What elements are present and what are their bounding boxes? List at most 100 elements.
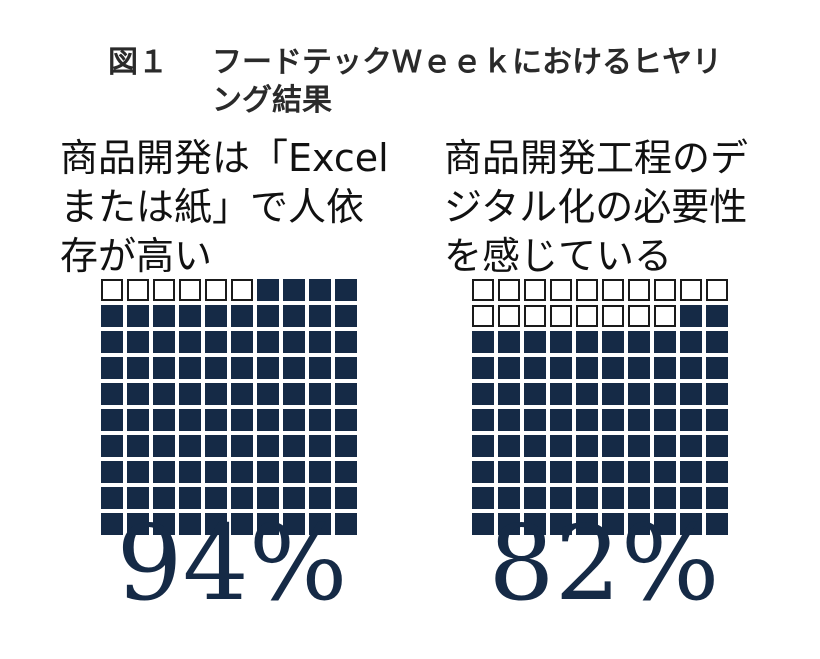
waffle-cell-filled (153, 331, 175, 353)
waffle-cell-filled (231, 331, 253, 353)
waffle-cell-filled (283, 383, 305, 405)
waffle-cell-filled (524, 331, 546, 353)
waffle-cell-filled (706, 513, 728, 535)
waffle-cell-filled (680, 435, 702, 457)
waffle-cell-filled (231, 409, 253, 431)
waffle-cell-filled (706, 461, 728, 483)
waffle-cell-filled (335, 461, 357, 483)
waffle-cell-filled (127, 513, 149, 535)
waffle-cell-filled (179, 331, 201, 353)
waffle-cell-filled (472, 487, 494, 509)
waffle-cell-filled (309, 357, 331, 379)
waffle-cell-filled (576, 409, 598, 431)
waffle-cell-filled (205, 331, 227, 353)
waffle-cell-filled (283, 305, 305, 327)
waffle-cell-filled (706, 409, 728, 431)
waffle-cell-filled (498, 357, 520, 379)
waffle-cell-filled (309, 487, 331, 509)
waffle-cell-empty (127, 279, 149, 301)
waffle-cell-filled (498, 383, 520, 405)
waffle-cell-empty (706, 279, 728, 301)
waffle-cell-filled (127, 305, 149, 327)
waffle-cell-filled (205, 513, 227, 535)
waffle-cell-filled (283, 487, 305, 509)
waffle-cell-filled (153, 461, 175, 483)
waffle-cell-filled (472, 331, 494, 353)
waffle-cell-filled (628, 461, 650, 483)
waffle-cell-filled (628, 383, 650, 405)
waffle-cell-filled (309, 383, 331, 405)
waffle-cell-filled (680, 357, 702, 379)
waffle-cell-filled (524, 461, 546, 483)
waffle-cell-filled (179, 383, 201, 405)
waffle-cell-empty (472, 279, 494, 301)
waffle-cell-filled (576, 357, 598, 379)
left-panel-caption: 商品開発は「Excelまたは紙」で人依存が高い (60, 136, 389, 278)
waffle-cell-filled (498, 487, 520, 509)
waffle-cell-filled (205, 383, 227, 405)
waffle-cell-filled (257, 305, 279, 327)
waffle-cell-filled (602, 409, 624, 431)
waffle-cell-empty (472, 305, 494, 327)
waffle-cell-filled (524, 409, 546, 431)
waffle-cell-filled (335, 409, 357, 431)
waffle-cell-filled (706, 331, 728, 353)
waffle-cell-filled (550, 409, 572, 431)
waffle-cell-filled (628, 409, 650, 431)
waffle-cell-filled (283, 331, 305, 353)
waffle-cell-filled (101, 331, 123, 353)
waffle-cell-filled (257, 331, 279, 353)
waffle-cell-filled (654, 357, 676, 379)
waffle-cell-filled (101, 305, 123, 327)
waffle-cell-filled (576, 435, 598, 457)
waffle-cell-filled (335, 513, 357, 535)
waffle-cell-filled (153, 409, 175, 431)
waffle-cell-filled (257, 513, 279, 535)
waffle-cell-filled (153, 435, 175, 457)
waffle-cell-filled (101, 383, 123, 405)
waffle-cell-filled (706, 487, 728, 509)
waffle-cell-empty (231, 279, 253, 301)
waffle-cell-filled (576, 383, 598, 405)
waffle-cell-filled (498, 331, 520, 353)
waffle-cell-filled (153, 487, 175, 509)
waffle-cell-filled (179, 513, 201, 535)
waffle-cell-filled (231, 357, 253, 379)
waffle-cell-filled (472, 383, 494, 405)
waffle-cell-filled (628, 357, 650, 379)
waffle-cell-filled (231, 383, 253, 405)
waffle-cell-filled (550, 487, 572, 509)
waffle-cell-filled (335, 487, 357, 509)
waffle-cell-filled (498, 409, 520, 431)
right-percentage-label: 82% (488, 502, 720, 624)
waffle-cell-filled (205, 435, 227, 457)
waffle-cell-filled (680, 331, 702, 353)
waffle-cell-filled (257, 461, 279, 483)
waffle-cell-empty (680, 279, 702, 301)
waffle-cell-filled (654, 435, 676, 457)
waffle-cell-filled (205, 409, 227, 431)
waffle-cell-empty (602, 305, 624, 327)
waffle-cell-filled (309, 513, 331, 535)
waffle-cell-empty (498, 305, 520, 327)
waffle-cell-filled (654, 513, 676, 535)
figure-label: 図１ (108, 45, 168, 80)
waffle-cell-filled (127, 435, 149, 457)
waffle-cell-empty (205, 279, 227, 301)
figure-title: フードテックＷｅｅｋにおけるヒヤリング結果 (212, 45, 722, 118)
waffle-cell-filled (309, 409, 331, 431)
waffle-cell-empty (576, 279, 598, 301)
waffle-cell-filled (257, 487, 279, 509)
waffle-cell-filled (153, 357, 175, 379)
waffle-cell-filled (706, 435, 728, 457)
waffle-cell-filled (257, 383, 279, 405)
waffle-cell-filled (127, 409, 149, 431)
waffle-cell-empty (576, 305, 598, 327)
waffle-cell-filled (283, 279, 305, 301)
waffle-cell-filled (550, 357, 572, 379)
waffle-cell-empty (524, 305, 546, 327)
waffle-cell-filled (179, 357, 201, 379)
waffle-cell-filled (524, 487, 546, 509)
waffle-cell-filled (101, 513, 123, 535)
waffle-cell-filled (179, 461, 201, 483)
